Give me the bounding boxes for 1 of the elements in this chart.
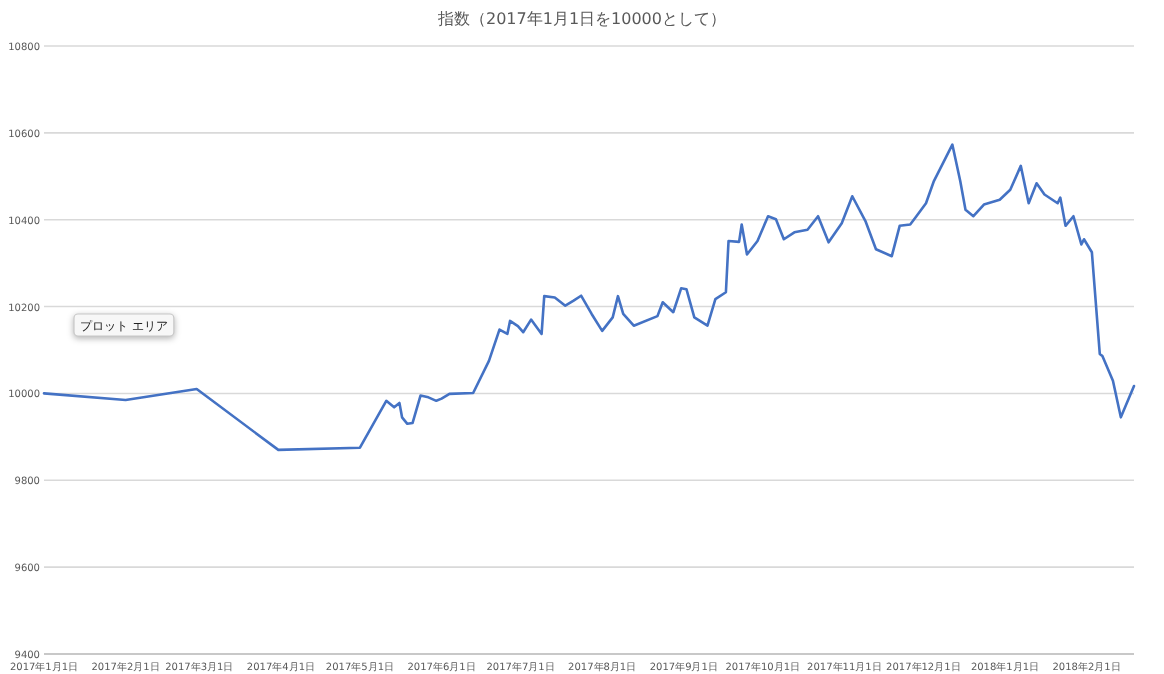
title: 指数（2017年1月1日を10000として） (438, 10, 726, 28)
